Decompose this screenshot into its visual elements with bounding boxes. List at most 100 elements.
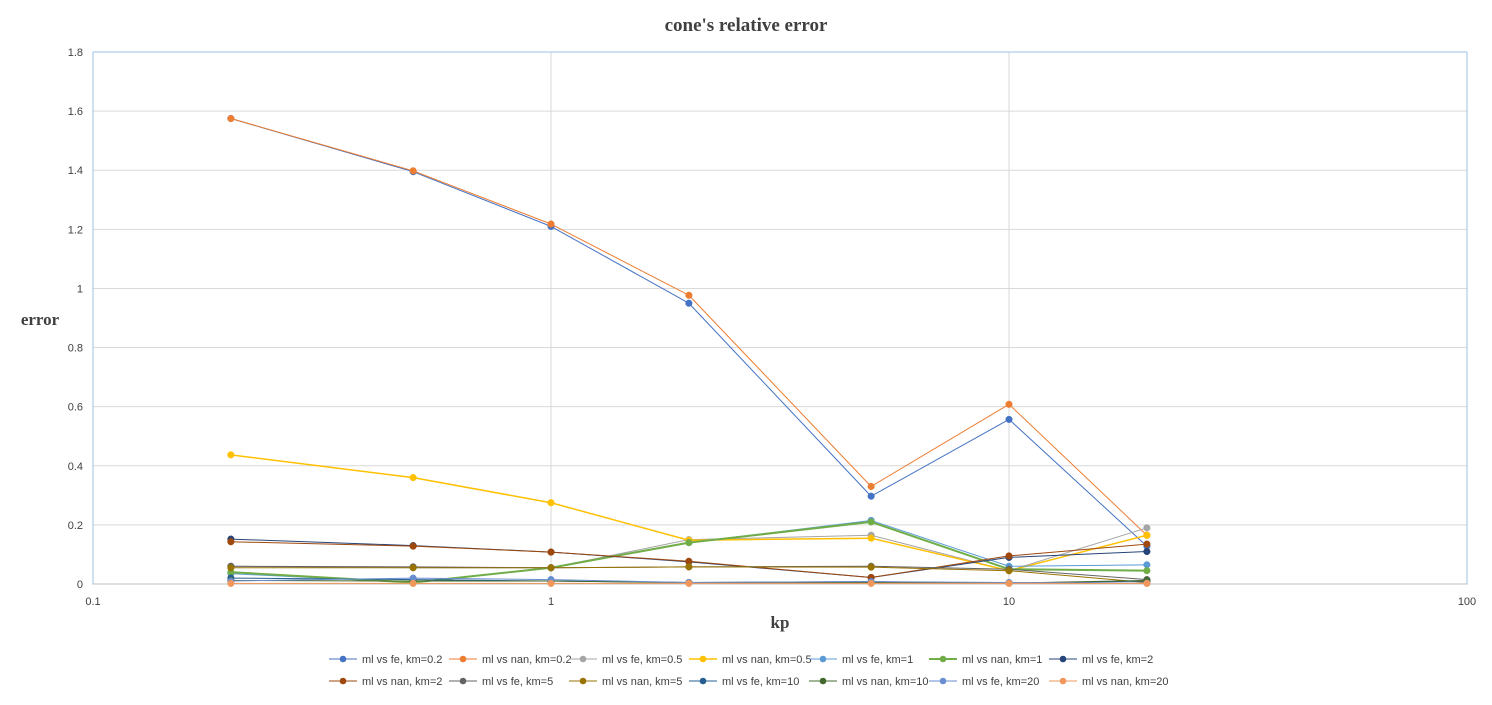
legend-item-10: ml vs nan, km=5	[569, 676, 682, 688]
legend-swatch-marker	[459, 677, 467, 685]
legend-swatch-marker	[699, 677, 707, 685]
legend-label: ml vs fe, km=0.2	[362, 654, 442, 666]
data-point	[409, 579, 417, 587]
x-tick-label: 1	[548, 596, 554, 608]
series-5	[227, 516, 1151, 587]
y-tick-label: 0	[77, 579, 83, 591]
data-point	[409, 167, 417, 175]
data-point	[867, 579, 875, 587]
data-point	[685, 563, 693, 571]
y-tick-label: 1.4	[68, 165, 83, 177]
y-tick-label: 0.4	[68, 461, 83, 473]
legend-label: ml vs fe, km=5	[482, 676, 553, 688]
legend-item-14: ml vs nan, km=20	[1049, 676, 1169, 688]
legend-swatch-marker	[819, 677, 827, 685]
series-14	[227, 579, 1151, 587]
data-point	[1005, 579, 1013, 587]
legend-swatch-marker	[819, 655, 827, 663]
legend-label: ml vs fe, km=1	[842, 654, 913, 666]
legend-label: ml vs nan, km=5	[602, 676, 682, 688]
legend: ml vs fe, km=0.2 ml vs nan, km=0.2 ml vs f…	[329, 654, 1169, 688]
legend-item-8: ml vs nan, km=2	[329, 676, 442, 688]
data-point	[547, 564, 555, 572]
legend-swatch-marker	[1059, 677, 1067, 685]
legend-label: ml vs nan, km=2	[362, 676, 442, 688]
series-8	[227, 538, 1151, 582]
legend-label: ml vs nan, km=10	[842, 676, 929, 688]
legend-swatch-marker	[1059, 655, 1067, 663]
legend-item-4: ml vs nan, km=0.5	[689, 654, 812, 666]
data-point	[409, 542, 417, 550]
data-point	[867, 492, 875, 500]
legend-item-13: ml vs fe, km=20	[929, 676, 1039, 688]
data-point	[409, 564, 417, 572]
data-point	[1005, 567, 1013, 575]
legend-label: ml vs fe, km=20	[962, 676, 1039, 688]
legend-label: ml vs fe, km=10	[722, 676, 799, 688]
data-point	[409, 474, 417, 482]
data-point	[1143, 540, 1151, 548]
data-point	[867, 518, 875, 526]
y-tick-label: 0.2	[68, 520, 83, 532]
data-point	[1143, 524, 1151, 532]
series-10	[227, 563, 1151, 587]
data-point	[1005, 400, 1013, 408]
legend-item-1: ml vs fe, km=0.2	[329, 654, 442, 666]
tick-layer: 0 0.2 0.4 0.6 0.8 1 1.2 1.4 1.6 1.8 0.1 1 10 100	[68, 47, 1476, 608]
legend-item-7: ml vs fe, km=2	[1049, 654, 1153, 666]
legend-item-12: ml vs nan, km=10	[809, 676, 929, 688]
y-tick-label: 0.6	[68, 402, 83, 414]
data-point	[685, 299, 693, 307]
data-point	[547, 499, 555, 507]
y-tick-label: 0.8	[68, 343, 83, 355]
legend-swatch-marker	[339, 655, 347, 663]
series-6	[227, 518, 1151, 587]
legend-swatch-marker	[579, 655, 587, 663]
data-point	[1143, 561, 1151, 569]
data-point	[1143, 547, 1151, 556]
plot-area-border	[92, 51, 1468, 585]
legend-swatch-marker	[579, 677, 587, 685]
y-tick-label: 1.2	[68, 224, 83, 236]
y-tick-label: 1.8	[68, 47, 83, 59]
data-point	[685, 579, 693, 587]
data-point	[547, 548, 555, 556]
series-layer	[227, 114, 1151, 587]
data-point	[867, 534, 875, 542]
data-point	[227, 538, 235, 546]
data-point	[227, 114, 235, 123]
legend-swatch-marker	[939, 655, 947, 663]
legend-item-3: ml vs fe, km=0.5	[569, 654, 682, 666]
data-point	[867, 563, 875, 571]
legend-label: ml vs nan, km=0.5	[722, 654, 812, 666]
y-axis-title: error	[21, 310, 60, 329]
data-point	[867, 482, 875, 491]
legend-item-11: ml vs fe, km=10	[689, 676, 799, 688]
legend-item-2: ml vs nan, km=0.2	[449, 654, 572, 666]
data-point	[227, 564, 235, 572]
chart-title: cone's relative error	[665, 15, 828, 36]
data-point	[1005, 415, 1013, 423]
data-point	[1143, 579, 1151, 587]
data-point	[227, 451, 235, 459]
legend-label: ml vs fe, km=0.5	[602, 654, 682, 666]
y-tick-label: 1.6	[68, 106, 83, 118]
data-point	[547, 579, 555, 587]
data-point	[1005, 552, 1013, 560]
legend-label: ml vs nan, km=0.2	[482, 654, 572, 666]
grid-layer	[92, 51, 1468, 585]
data-point	[547, 220, 555, 228]
legend-swatch-marker	[699, 655, 707, 663]
legend-item-5: ml vs fe, km=1	[809, 654, 913, 666]
legend-swatch-marker	[339, 677, 347, 685]
series-2	[227, 114, 1151, 539]
x-tick-label: 0.1	[85, 596, 100, 608]
x-tick-label: 10	[1003, 596, 1015, 608]
series-1	[227, 114, 1151, 550]
data-point	[1143, 531, 1151, 539]
x-tick-label: 100	[1458, 596, 1476, 608]
data-point	[685, 291, 693, 299]
legend-swatch-marker	[939, 677, 947, 685]
